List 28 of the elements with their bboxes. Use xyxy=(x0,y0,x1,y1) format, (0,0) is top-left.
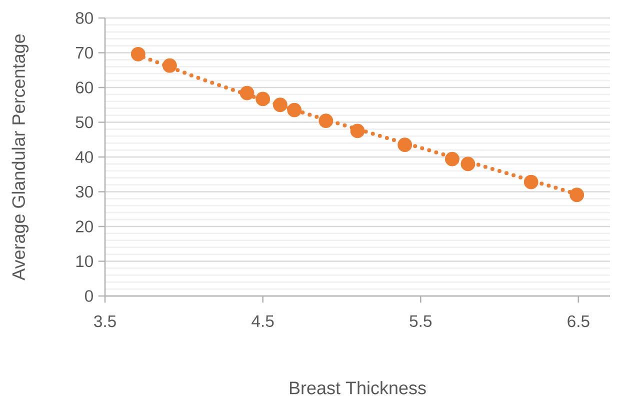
point xyxy=(318,114,334,128)
y-tick-label: 60 xyxy=(76,82,93,94)
point xyxy=(398,138,412,152)
y-tick-label: 0 xyxy=(85,290,93,302)
point xyxy=(287,102,302,118)
point xyxy=(524,174,538,190)
y-tick-label: 80 xyxy=(76,12,93,24)
x-axis-title: Breast Thickness xyxy=(290,381,426,394)
y-tick-label: 70 xyxy=(76,46,93,59)
x-tick-label: 3.5 xyxy=(94,315,116,328)
point xyxy=(460,156,476,172)
y-tick-label: 50 xyxy=(76,116,93,128)
point xyxy=(130,46,146,62)
point xyxy=(240,86,254,100)
point xyxy=(272,98,288,112)
x-tick-label: 5.5 xyxy=(410,315,432,327)
y-tick-label: 10 xyxy=(76,255,93,268)
point xyxy=(162,58,177,73)
point xyxy=(350,124,365,138)
x-tick-label: 6.5 xyxy=(568,315,590,328)
y-axis-title: Average Glandular Percentage xyxy=(12,34,29,280)
point xyxy=(570,188,584,202)
point xyxy=(256,92,270,106)
y-tick-label: 20 xyxy=(76,220,93,232)
y-tick-label: 30 xyxy=(76,186,93,198)
y-tick-label: 40 xyxy=(75,151,93,163)
point xyxy=(444,152,460,166)
x-tick-label: 4.5 xyxy=(252,315,274,327)
